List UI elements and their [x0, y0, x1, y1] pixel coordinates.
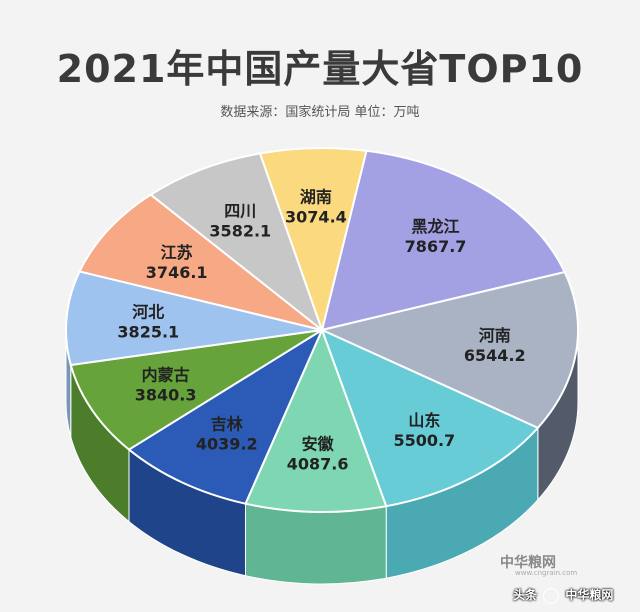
pie-slice-6	[65, 270, 323, 367]
slice-name-label: 山东	[408, 411, 440, 430]
slice-name-label: 河北	[132, 303, 164, 322]
chart-subtitle: 数据来源：国家统计局 单位：万吨	[220, 105, 420, 120]
slice-value-label: 3582.1	[209, 222, 271, 241]
slice-name-label: 内蒙古	[142, 365, 190, 384]
slice-value-label: 6544.2	[464, 346, 526, 365]
pie-slice-3	[244, 327, 388, 513]
slice-value-label: 5500.7	[393, 431, 455, 450]
slice-value-label: 3825.1	[117, 323, 179, 342]
pie-slices	[65, 147, 579, 513]
slice-value-label: 3746.1	[146, 263, 208, 282]
slice-name-label: 四川	[224, 202, 256, 221]
slice-value-label: 7867.7	[405, 237, 467, 256]
slice-name-label: 黑龙江	[412, 217, 460, 236]
slice-name-label: 江苏	[161, 243, 193, 262]
chart-title: 2021年中国产量大省TOP10	[56, 47, 584, 91]
watermark-logo: 中华粮网	[500, 555, 556, 571]
watermark-bottom-right: 中华粮网	[565, 588, 614, 602]
slice-name-label: 吉林	[211, 415, 243, 434]
slice-value-label: 3074.4	[285, 207, 347, 226]
slice-value-label: 3840.3	[135, 385, 197, 404]
slice-name-label: 湖南	[300, 187, 332, 206]
watermark-logo-sub: www.cngrain.com	[515, 569, 578, 577]
watermark-circle-icon	[543, 587, 560, 604]
pie-slice-1	[318, 270, 579, 430]
pie-sides	[65, 329, 579, 585]
pie-slice-9	[258, 147, 368, 334]
pie-slice-5	[69, 329, 323, 451]
slice-value-label: 4039.2	[196, 435, 258, 454]
watermark-bottom-left: 头条	[513, 588, 538, 602]
slice-name-label: 河南	[479, 326, 511, 345]
slice-value-label: 4087.6	[287, 455, 349, 474]
pie-slice-4	[127, 327, 325, 505]
watermark-bottom: 头条 中华粮网	[513, 586, 613, 604]
pie-slice-2	[320, 328, 540, 508]
pie-slice-8	[149, 152, 325, 333]
slice-name-label: 安徽	[302, 435, 335, 454]
pie-side-3	[244, 503, 387, 585]
pie-slice-0	[320, 149, 567, 332]
pie-slice-7	[78, 193, 323, 331]
